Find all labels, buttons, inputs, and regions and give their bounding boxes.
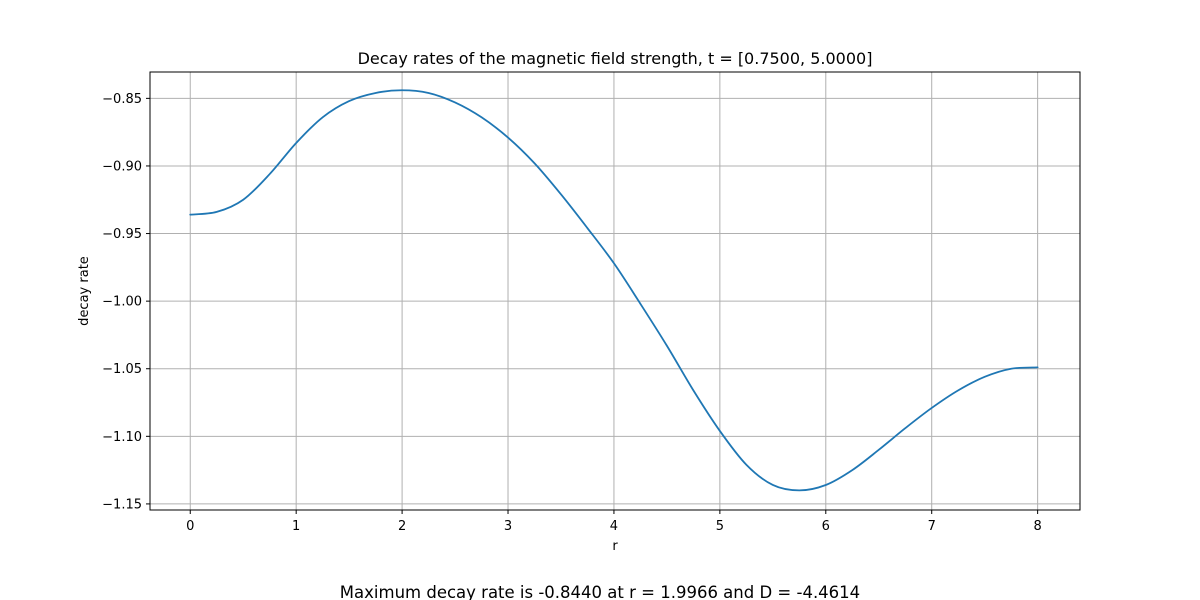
y-tick-label: −1.05 (102, 362, 142, 377)
x-tick-label: 3 (504, 519, 512, 534)
y-tick-label: −0.85 (102, 92, 142, 107)
x-axis-label: r (612, 539, 618, 554)
chart-title: Decay rates of the magnetic field streng… (358, 49, 873, 68)
x-tick-label: 7 (928, 519, 936, 534)
grid (150, 72, 1080, 510)
x-tick-label: 4 (610, 519, 618, 534)
y-tick-label: −1.00 (102, 295, 142, 310)
y-tick-label: −0.90 (102, 159, 142, 174)
x-tick-label: 5 (716, 519, 724, 534)
series-layer (189, 89, 1039, 492)
x-tick-label: 6 (822, 519, 830, 534)
y-tick-label: −1.15 (102, 497, 142, 512)
decay-rate-series-line (189, 89, 1039, 492)
plot-frame (149, 71, 1081, 511)
ticks: 0 1 2 3 4 5 6 7 8 −0.85 −0.90 −0.95 −1.00 −1.05 −1.10 −… (102, 92, 1042, 534)
y-tick-label: −0.95 (102, 227, 142, 242)
y-tick-label: −1.10 (102, 430, 142, 445)
x-tick-label: 1 (292, 519, 300, 534)
x-tick-label: 0 (186, 519, 194, 534)
max-decay-caption: Maximum decay rate is -0.8440 at r = 1.9… (340, 583, 860, 600)
x-tick-label: 2 (398, 519, 406, 534)
y-axis-label: decay rate (77, 256, 92, 326)
x-tick-label: 8 (1033, 519, 1041, 534)
